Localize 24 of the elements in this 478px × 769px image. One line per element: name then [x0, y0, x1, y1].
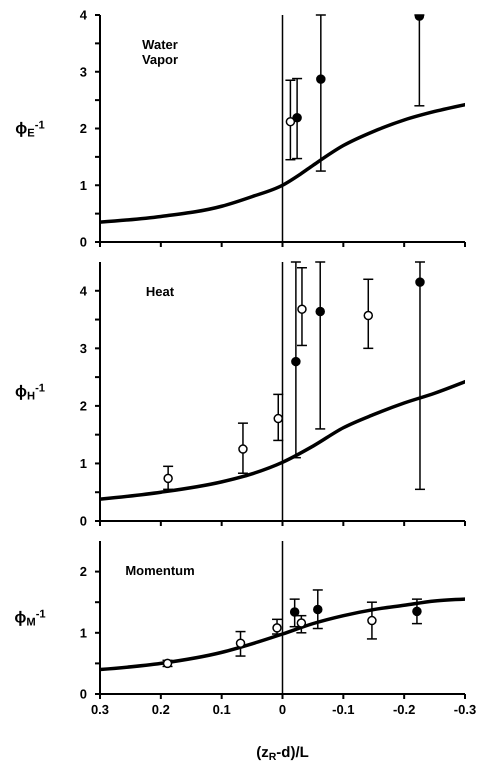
y-tick-label: 0 [80, 686, 87, 702]
y-tick-label: 0 [80, 234, 87, 250]
y-tick-label: 3 [80, 64, 87, 80]
annotation: Water Vapor [140, 37, 180, 67]
annotation: Momentum [125, 563, 195, 578]
annotation: Heat [144, 284, 176, 299]
y-tick-label: 4 [80, 8, 88, 23]
x-tick-label: 0 [278, 702, 286, 718]
x-tick-label: 0.3 [90, 702, 110, 718]
x-tick-label: -0.1 [332, 702, 355, 718]
y-tick-label: 1 [80, 625, 87, 640]
x-axis-title: (z$_{R}$-d)/L [256, 744, 309, 764]
x-tick-label: 0.2 [152, 702, 170, 718]
y-tick-label: 1 [80, 456, 87, 472]
y-tick-label: 0 [80, 514, 87, 529]
y-tick-label: 4 [80, 283, 88, 298]
x-tick-label: -0.3 [454, 702, 476, 718]
x-tick-label: 0.1 [212, 702, 231, 718]
y-tick-label: 3 [80, 340, 87, 356]
y-tick-label: 2 [80, 398, 87, 414]
y-tick-label: 2 [80, 564, 87, 580]
y-tick-label: 1 [80, 178, 87, 193]
y-tick-label: 2 [80, 121, 87, 136]
x-tick-label: -0.2 [392, 702, 416, 718]
